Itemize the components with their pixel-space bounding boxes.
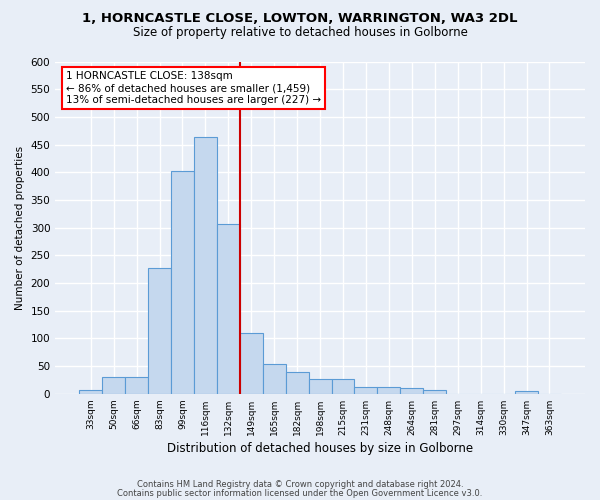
Y-axis label: Number of detached properties: Number of detached properties: [15, 146, 25, 310]
Bar: [102, 377, 125, 394]
Bar: [308, 380, 332, 394]
Bar: [423, 390, 446, 394]
Bar: [148, 268, 171, 394]
Bar: [171, 170, 194, 394]
Bar: [515, 391, 538, 394]
Bar: [194, 138, 217, 394]
Text: Contains HM Land Registry data © Crown copyright and database right 2024.: Contains HM Land Registry data © Crown c…: [137, 480, 463, 489]
Bar: [400, 388, 423, 394]
Bar: [240, 333, 263, 394]
Bar: [355, 386, 377, 394]
Text: Contains public sector information licensed under the Open Government Licence v3: Contains public sector information licen…: [118, 488, 482, 498]
X-axis label: Distribution of detached houses by size in Golborne: Distribution of detached houses by size …: [167, 442, 473, 455]
Text: 1, HORNCASTLE CLOSE, LOWTON, WARRINGTON, WA3 2DL: 1, HORNCASTLE CLOSE, LOWTON, WARRINGTON,…: [82, 12, 518, 26]
Bar: [125, 377, 148, 394]
Bar: [377, 386, 400, 394]
Bar: [217, 224, 240, 394]
Bar: [286, 372, 308, 394]
Bar: [263, 364, 286, 394]
Text: 1 HORNCASTLE CLOSE: 138sqm
← 86% of detached houses are smaller (1,459)
13% of s: 1 HORNCASTLE CLOSE: 138sqm ← 86% of deta…: [66, 72, 321, 104]
Bar: [332, 380, 355, 394]
Bar: [79, 390, 102, 394]
Text: Size of property relative to detached houses in Golborne: Size of property relative to detached ho…: [133, 26, 467, 39]
